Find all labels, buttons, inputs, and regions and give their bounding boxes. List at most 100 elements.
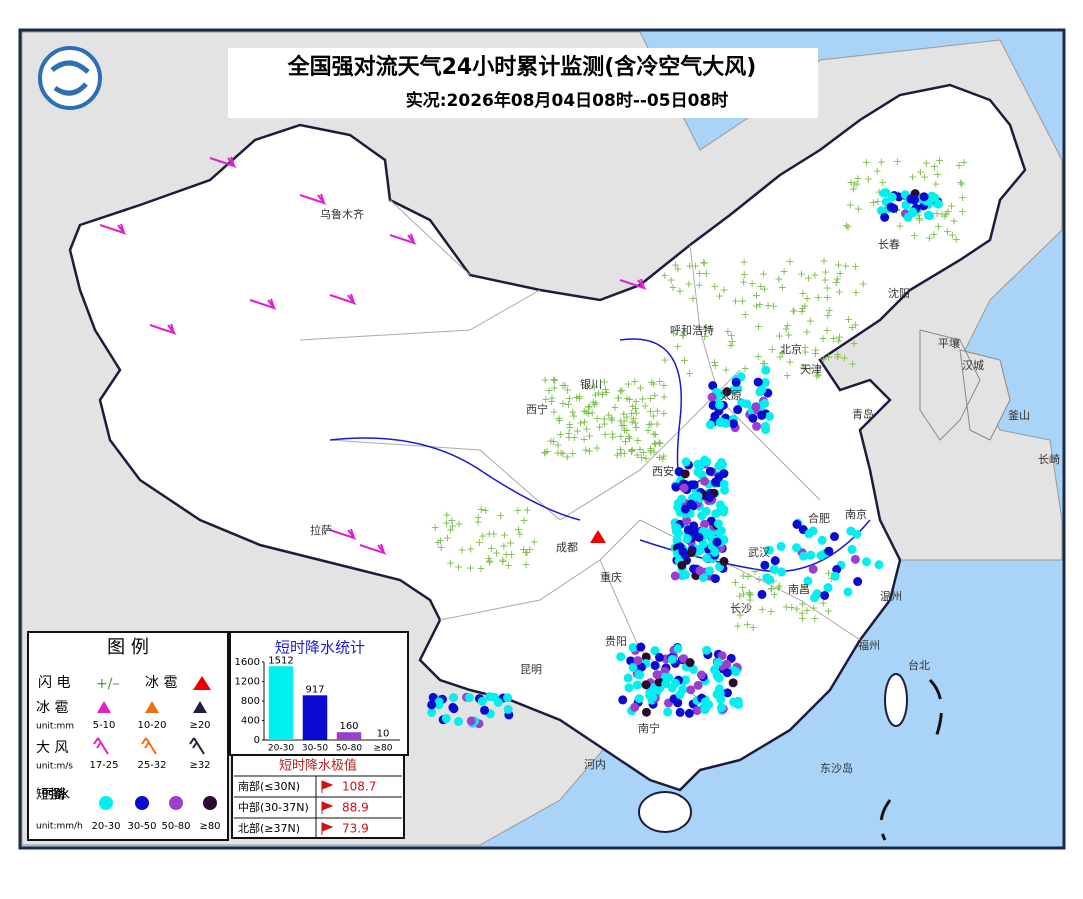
- bar: [337, 732, 361, 740]
- bar: [303, 695, 327, 740]
- legend-class: ≥20: [189, 720, 210, 731]
- subtitle: 实况:2026年08月04日08时--05日08时: [406, 90, 729, 111]
- bar: [269, 666, 293, 740]
- rain-mark: [686, 685, 695, 694]
- lightning-mark: +: [750, 565, 759, 578]
- hainan: [639, 792, 691, 832]
- rain-mark: [642, 708, 651, 717]
- lightning-mark: +: [568, 447, 577, 460]
- city-label: 成都: [556, 541, 578, 554]
- extreme-value: 108.7: [342, 780, 376, 794]
- city-label: 太原: [720, 389, 742, 402]
- lightning-mark: +: [873, 164, 882, 177]
- rain-mark: [757, 411, 766, 420]
- rain-mark: [700, 456, 709, 465]
- lightning-mark: +: [547, 391, 556, 404]
- rain-mark: [655, 653, 664, 662]
- city-label: 拉萨: [310, 523, 332, 537]
- lightning-mark: +: [768, 343, 777, 356]
- rain-mark: [934, 200, 943, 209]
- lightning-mark: +: [485, 555, 494, 568]
- rain-mark: [702, 554, 711, 563]
- lightning-mark: +: [835, 330, 844, 343]
- lightning-mark: +: [895, 220, 904, 233]
- lightning-mark: +: [660, 353, 669, 366]
- rain-mark: [706, 420, 715, 429]
- rain-mark: [852, 530, 861, 539]
- lightning-mark: +: [695, 278, 704, 291]
- value-label: 917: [305, 684, 324, 695]
- rain-mark: [716, 695, 725, 704]
- extreme-value: 73.9: [342, 822, 369, 836]
- lightning-mark: +: [754, 320, 763, 333]
- rain-mark: [673, 644, 682, 653]
- rain-mark: [809, 565, 818, 574]
- city-label: 呼和浩特: [670, 323, 714, 337]
- rain-mark: [874, 560, 883, 569]
- rain-mark: [760, 399, 769, 408]
- legend-box: [28, 632, 228, 840]
- value-label: 1512: [268, 655, 293, 666]
- rain-mark: [681, 469, 690, 478]
- lightning-mark: +: [809, 602, 818, 615]
- rain-mark: [761, 422, 770, 431]
- rain-mark: [625, 683, 634, 692]
- lightning-mark: +: [636, 381, 645, 394]
- city-label: 武汉: [748, 546, 770, 559]
- y-tick-label: 400: [241, 716, 260, 727]
- city-label: 昆明: [520, 663, 542, 676]
- legend-class: ≥32: [189, 760, 210, 771]
- rain-mark: [824, 583, 833, 592]
- lightning-mark: +: [766, 605, 775, 618]
- x-tick-label: 20-30: [268, 744, 294, 754]
- lightning-mark: +: [673, 340, 682, 353]
- rain-mark: [684, 525, 693, 534]
- lightning-mark: +: [755, 298, 764, 311]
- rain-mark: [862, 557, 871, 566]
- city-label: 南昌: [788, 583, 810, 596]
- rain-mark: [732, 378, 741, 387]
- rain-mark: [635, 694, 644, 703]
- rain-mark: [695, 546, 704, 555]
- lightning-mark: +: [849, 337, 858, 350]
- lightning-mark: +: [722, 364, 731, 377]
- rain-mark: [843, 587, 852, 596]
- city-label: 福州: [858, 638, 880, 652]
- lightning-mark: +: [573, 425, 582, 438]
- rain-mark: [708, 393, 717, 402]
- lightning-mark: +: [506, 537, 515, 550]
- city-label: 台北: [908, 658, 930, 672]
- rain-mark: [830, 532, 839, 541]
- rain-mark: [673, 698, 682, 707]
- rain-mark: [636, 643, 645, 652]
- y-tick-label: 1200: [235, 677, 260, 688]
- legend-unit: unit:m/s: [36, 762, 73, 772]
- city-label: 合肥: [808, 511, 830, 525]
- rain-mark: [651, 661, 660, 670]
- lightning-mark: +: [660, 391, 669, 404]
- lightning-mark: +: [864, 172, 873, 185]
- rain-mark: [760, 561, 769, 570]
- rain-mark: [705, 493, 714, 502]
- lightning-mark: +: [650, 437, 659, 450]
- lightning-mark: +: [680, 354, 689, 367]
- lightning-mark: +: [859, 278, 868, 291]
- rain-mark: [792, 543, 801, 552]
- lightning-mark: +: [798, 612, 807, 625]
- lightning-mark: +: [811, 347, 820, 360]
- lightning-mark: +: [782, 322, 791, 335]
- lightning-mark: +: [560, 379, 569, 392]
- rain-mark: [729, 698, 738, 707]
- lightning-mark: +: [522, 558, 531, 571]
- rain-mark: [729, 678, 738, 687]
- rain-mark: [685, 709, 694, 718]
- lightning-mark: +: [952, 233, 961, 246]
- city-label: 乌鲁木齐: [320, 207, 364, 221]
- lightning-mark: +: [915, 213, 924, 226]
- lightning-mark: +: [760, 282, 769, 295]
- rain-mark: [720, 557, 729, 566]
- lightning-mark: +: [487, 542, 496, 555]
- rain-mark: [503, 693, 512, 702]
- lightning-mark: +: [448, 520, 457, 533]
